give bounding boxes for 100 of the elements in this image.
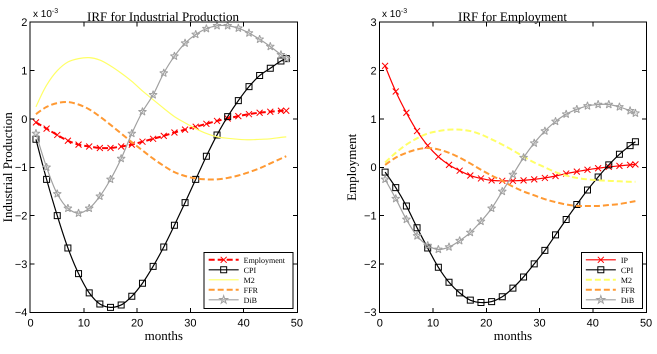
point <box>382 168 389 176</box>
x-tick-label: 10 <box>426 317 440 330</box>
point <box>466 296 474 304</box>
point <box>212 22 222 30</box>
legend-label: CPI <box>620 266 634 275</box>
legend-label: FFR <box>620 286 636 295</box>
point <box>170 129 178 136</box>
x-axis-title: months <box>494 328 532 344</box>
point <box>63 204 72 212</box>
y-tick-label: 0 <box>370 162 377 174</box>
point <box>256 109 264 116</box>
x-tick-label: 20 <box>131 317 144 330</box>
point <box>266 64 274 72</box>
legend-label: M2 <box>620 276 632 285</box>
point <box>214 117 221 124</box>
text: x 10$^{-3}$ <box>33 8 58 20</box>
point <box>616 162 623 170</box>
point <box>562 109 571 118</box>
point <box>182 126 189 134</box>
chart-title: IRF for Employment <box>458 9 568 24</box>
point <box>75 141 82 148</box>
legend-label: DiB <box>620 296 634 305</box>
point <box>573 168 580 176</box>
point <box>456 289 464 296</box>
point <box>214 131 221 138</box>
point <box>245 83 252 90</box>
y-tick-label: 2 <box>370 66 377 78</box>
y-tick-label: −2 <box>364 258 377 271</box>
point <box>107 304 114 311</box>
point <box>541 174 548 182</box>
point <box>84 204 94 212</box>
point <box>116 154 126 163</box>
point <box>423 240 432 250</box>
point <box>159 68 168 78</box>
y-axis-title: Industrial Production <box>0 112 15 222</box>
x-tick-label: 20 <box>480 317 492 330</box>
point <box>138 138 146 146</box>
x-tick-label: 10 <box>78 317 90 330</box>
point <box>392 88 400 95</box>
point <box>476 216 486 226</box>
point <box>223 22 232 30</box>
legend-label: Employment <box>244 256 286 265</box>
legend-label: DiB <box>244 296 258 305</box>
legend-label: FFR <box>244 286 259 295</box>
line-series <box>384 128 636 183</box>
point <box>582 101 592 110</box>
point <box>170 52 179 60</box>
point <box>266 108 274 116</box>
x-axis-title: months <box>144 328 183 344</box>
point <box>630 108 640 118</box>
y-tick-label: 0 <box>21 114 28 126</box>
point <box>96 144 104 152</box>
point <box>498 293 506 300</box>
point <box>562 216 570 223</box>
point <box>466 172 474 180</box>
y-tick-label: 1 <box>21 66 28 78</box>
point <box>488 298 496 306</box>
point <box>380 174 390 184</box>
y-tick-label: −3 <box>364 307 377 320</box>
x-tick-label: 30 <box>533 317 546 330</box>
point <box>192 123 200 130</box>
point <box>509 177 516 184</box>
point <box>434 153 442 160</box>
x-tick-label: 50 <box>290 317 304 330</box>
point <box>118 301 125 308</box>
point <box>127 128 136 138</box>
point <box>562 170 570 178</box>
y-tick-label: −1 <box>364 210 377 222</box>
point <box>540 126 550 135</box>
point <box>244 28 254 37</box>
point <box>530 260 538 268</box>
point <box>43 176 50 183</box>
point <box>234 97 242 104</box>
point <box>498 177 506 184</box>
point <box>402 214 411 224</box>
point <box>519 152 528 162</box>
point <box>402 109 410 116</box>
legend-label: IP <box>620 256 628 265</box>
point <box>456 167 464 174</box>
point <box>31 128 40 138</box>
point <box>86 289 93 296</box>
point <box>412 231 422 240</box>
point <box>106 174 115 184</box>
point <box>266 42 275 50</box>
point <box>138 280 146 287</box>
point <box>150 262 157 270</box>
point <box>414 224 421 232</box>
point <box>180 38 190 48</box>
x-tick-label: 30 <box>184 317 197 330</box>
point <box>382 62 389 70</box>
point <box>54 212 61 220</box>
point <box>402 202 410 210</box>
point <box>487 204 496 212</box>
point <box>477 299 484 306</box>
point <box>552 231 560 238</box>
point <box>594 164 602 172</box>
line-series <box>35 57 287 140</box>
point <box>234 112 242 120</box>
point <box>192 176 200 183</box>
point <box>52 189 62 198</box>
